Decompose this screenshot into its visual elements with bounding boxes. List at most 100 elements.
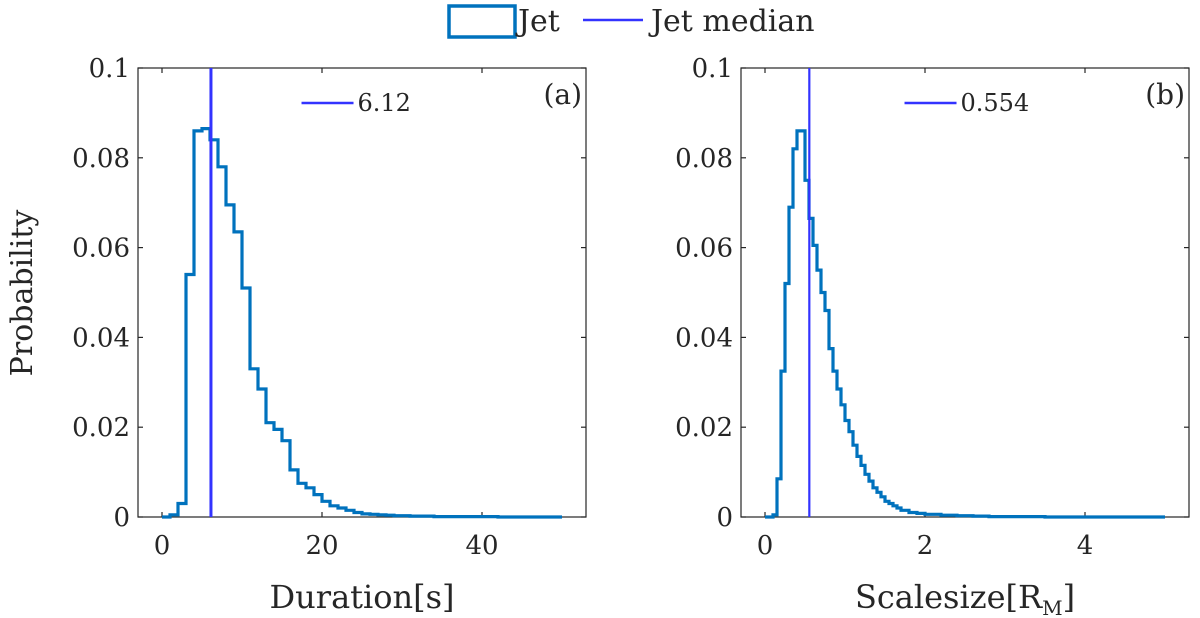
histogram-bin xyxy=(418,516,426,517)
x-tick-label: 0 xyxy=(154,531,171,561)
histogram-bin xyxy=(941,515,957,517)
histogram-bin xyxy=(957,516,973,517)
histogram-bin xyxy=(877,492,881,517)
histogram-bin xyxy=(925,514,941,517)
histogram-bin xyxy=(857,456,861,517)
panel-label: (a) xyxy=(543,78,582,111)
histogram-bin xyxy=(797,131,801,517)
y-tick-label: 0 xyxy=(716,503,733,533)
histogram-bin xyxy=(346,510,354,517)
histogram-bin xyxy=(250,369,258,517)
y-tick-label: 0.04 xyxy=(72,323,130,353)
histogram-bin xyxy=(829,349,833,517)
histogram-bin xyxy=(773,515,777,517)
histogram-bin xyxy=(821,293,825,518)
histogram-bin xyxy=(226,205,234,517)
histogram-bin xyxy=(266,423,274,517)
histogram-bin xyxy=(378,515,386,517)
legend-median-label: Jet median xyxy=(648,4,815,39)
histogram-bin xyxy=(306,488,314,517)
histogram-bin xyxy=(849,432,853,517)
histogram-bin xyxy=(242,288,250,517)
histogram-bin xyxy=(178,504,186,517)
histogram-bin xyxy=(789,207,793,517)
median-value-label: 6.12 xyxy=(358,89,411,117)
histogram-bin xyxy=(258,389,266,517)
histogram-bin xyxy=(893,506,897,517)
histogram-bin xyxy=(402,516,410,517)
legend: Jet Jet median xyxy=(447,4,815,39)
histogram-bin xyxy=(234,232,242,517)
y-tick-label: 0.08 xyxy=(675,144,733,174)
histogram-bin xyxy=(801,131,805,517)
panel-a: 0 0.02 0.04 0.06 0.08 0.1 0 20 40 6.12 (a) Duration… xyxy=(72,54,587,616)
histogram-bin xyxy=(861,465,865,517)
histogram-bin xyxy=(889,504,893,517)
histogram-bin xyxy=(314,495,322,517)
y-tick-label: 0.1 xyxy=(89,54,130,84)
histogram-bin xyxy=(897,508,901,517)
panel-b: 0 0.02 0.04 0.06 0.08 0.1 0 2 4 0.554 (b) Scalesize… xyxy=(675,54,1190,618)
histogram-bin xyxy=(386,515,394,517)
histogram-bin xyxy=(282,441,290,517)
histogram-bin xyxy=(218,167,226,517)
x-axis-title: Scalesize[RM] xyxy=(855,578,1075,618)
histogram-bin xyxy=(330,506,338,517)
histogram-bin xyxy=(410,516,418,517)
histogram-bin xyxy=(202,129,210,517)
x-axis-title: Duration[s] xyxy=(270,578,455,616)
histogram-outline xyxy=(765,129,1165,519)
histogram-bin xyxy=(901,510,909,517)
x-tick-label: 20 xyxy=(305,531,338,561)
x-tick-label: 4 xyxy=(1077,531,1094,561)
histogram-bin xyxy=(186,275,194,517)
y-tick-label: 0.08 xyxy=(72,144,130,174)
histogram-bin xyxy=(865,474,869,517)
x-tick-label: 0 xyxy=(757,531,774,561)
histogram-bin xyxy=(917,513,925,517)
histogram-bin xyxy=(793,149,797,517)
y-tick-label: 0.06 xyxy=(72,234,130,264)
y-tick-label: 0.06 xyxy=(675,234,733,264)
histogram-bin xyxy=(394,516,402,517)
histogram-bin xyxy=(881,497,885,517)
histogram-bin xyxy=(841,405,845,517)
histogram-bin xyxy=(170,515,178,517)
histogram-bin xyxy=(825,310,829,517)
histogram-bin xyxy=(909,513,917,517)
x-tick-label: 40 xyxy=(465,531,498,561)
histogram-bin xyxy=(370,514,378,517)
histogram-bin xyxy=(873,488,877,517)
histogram-bin xyxy=(885,501,889,517)
histogram-outline xyxy=(162,127,562,519)
legend-hist-label: Jet xyxy=(515,4,560,39)
x-tick-label: 2 xyxy=(917,531,934,561)
histogram-bin xyxy=(274,429,282,517)
histogram-bin xyxy=(194,131,202,517)
histogram-bin xyxy=(833,371,837,517)
y-tick-label: 0.02 xyxy=(72,413,130,443)
y-tick-label: 0 xyxy=(113,503,130,533)
histogram-bin xyxy=(853,445,857,517)
histogram-bin xyxy=(785,284,789,517)
y-tick-label: 0.04 xyxy=(675,323,733,353)
histogram-bin xyxy=(813,245,817,517)
histogram-bin xyxy=(322,501,330,517)
histogram-bin xyxy=(973,516,989,517)
legend-hist-swatch xyxy=(447,4,517,39)
median-value-label: 0.554 xyxy=(961,89,1030,117)
histogram-bin xyxy=(354,513,362,517)
y-axis-title: Probability xyxy=(5,210,40,377)
histogram-bin xyxy=(290,470,298,517)
histogram-bin xyxy=(298,483,306,517)
histogram-bin xyxy=(837,389,841,517)
histogram-bin xyxy=(338,508,346,517)
histogram-bin xyxy=(777,479,781,517)
histogram-bin xyxy=(869,481,873,517)
histogram-bin xyxy=(426,516,434,517)
y-tick-label: 0.1 xyxy=(692,54,733,84)
histogram-bin xyxy=(362,514,370,517)
histogram-bin xyxy=(845,420,849,517)
axes-box xyxy=(137,67,587,518)
